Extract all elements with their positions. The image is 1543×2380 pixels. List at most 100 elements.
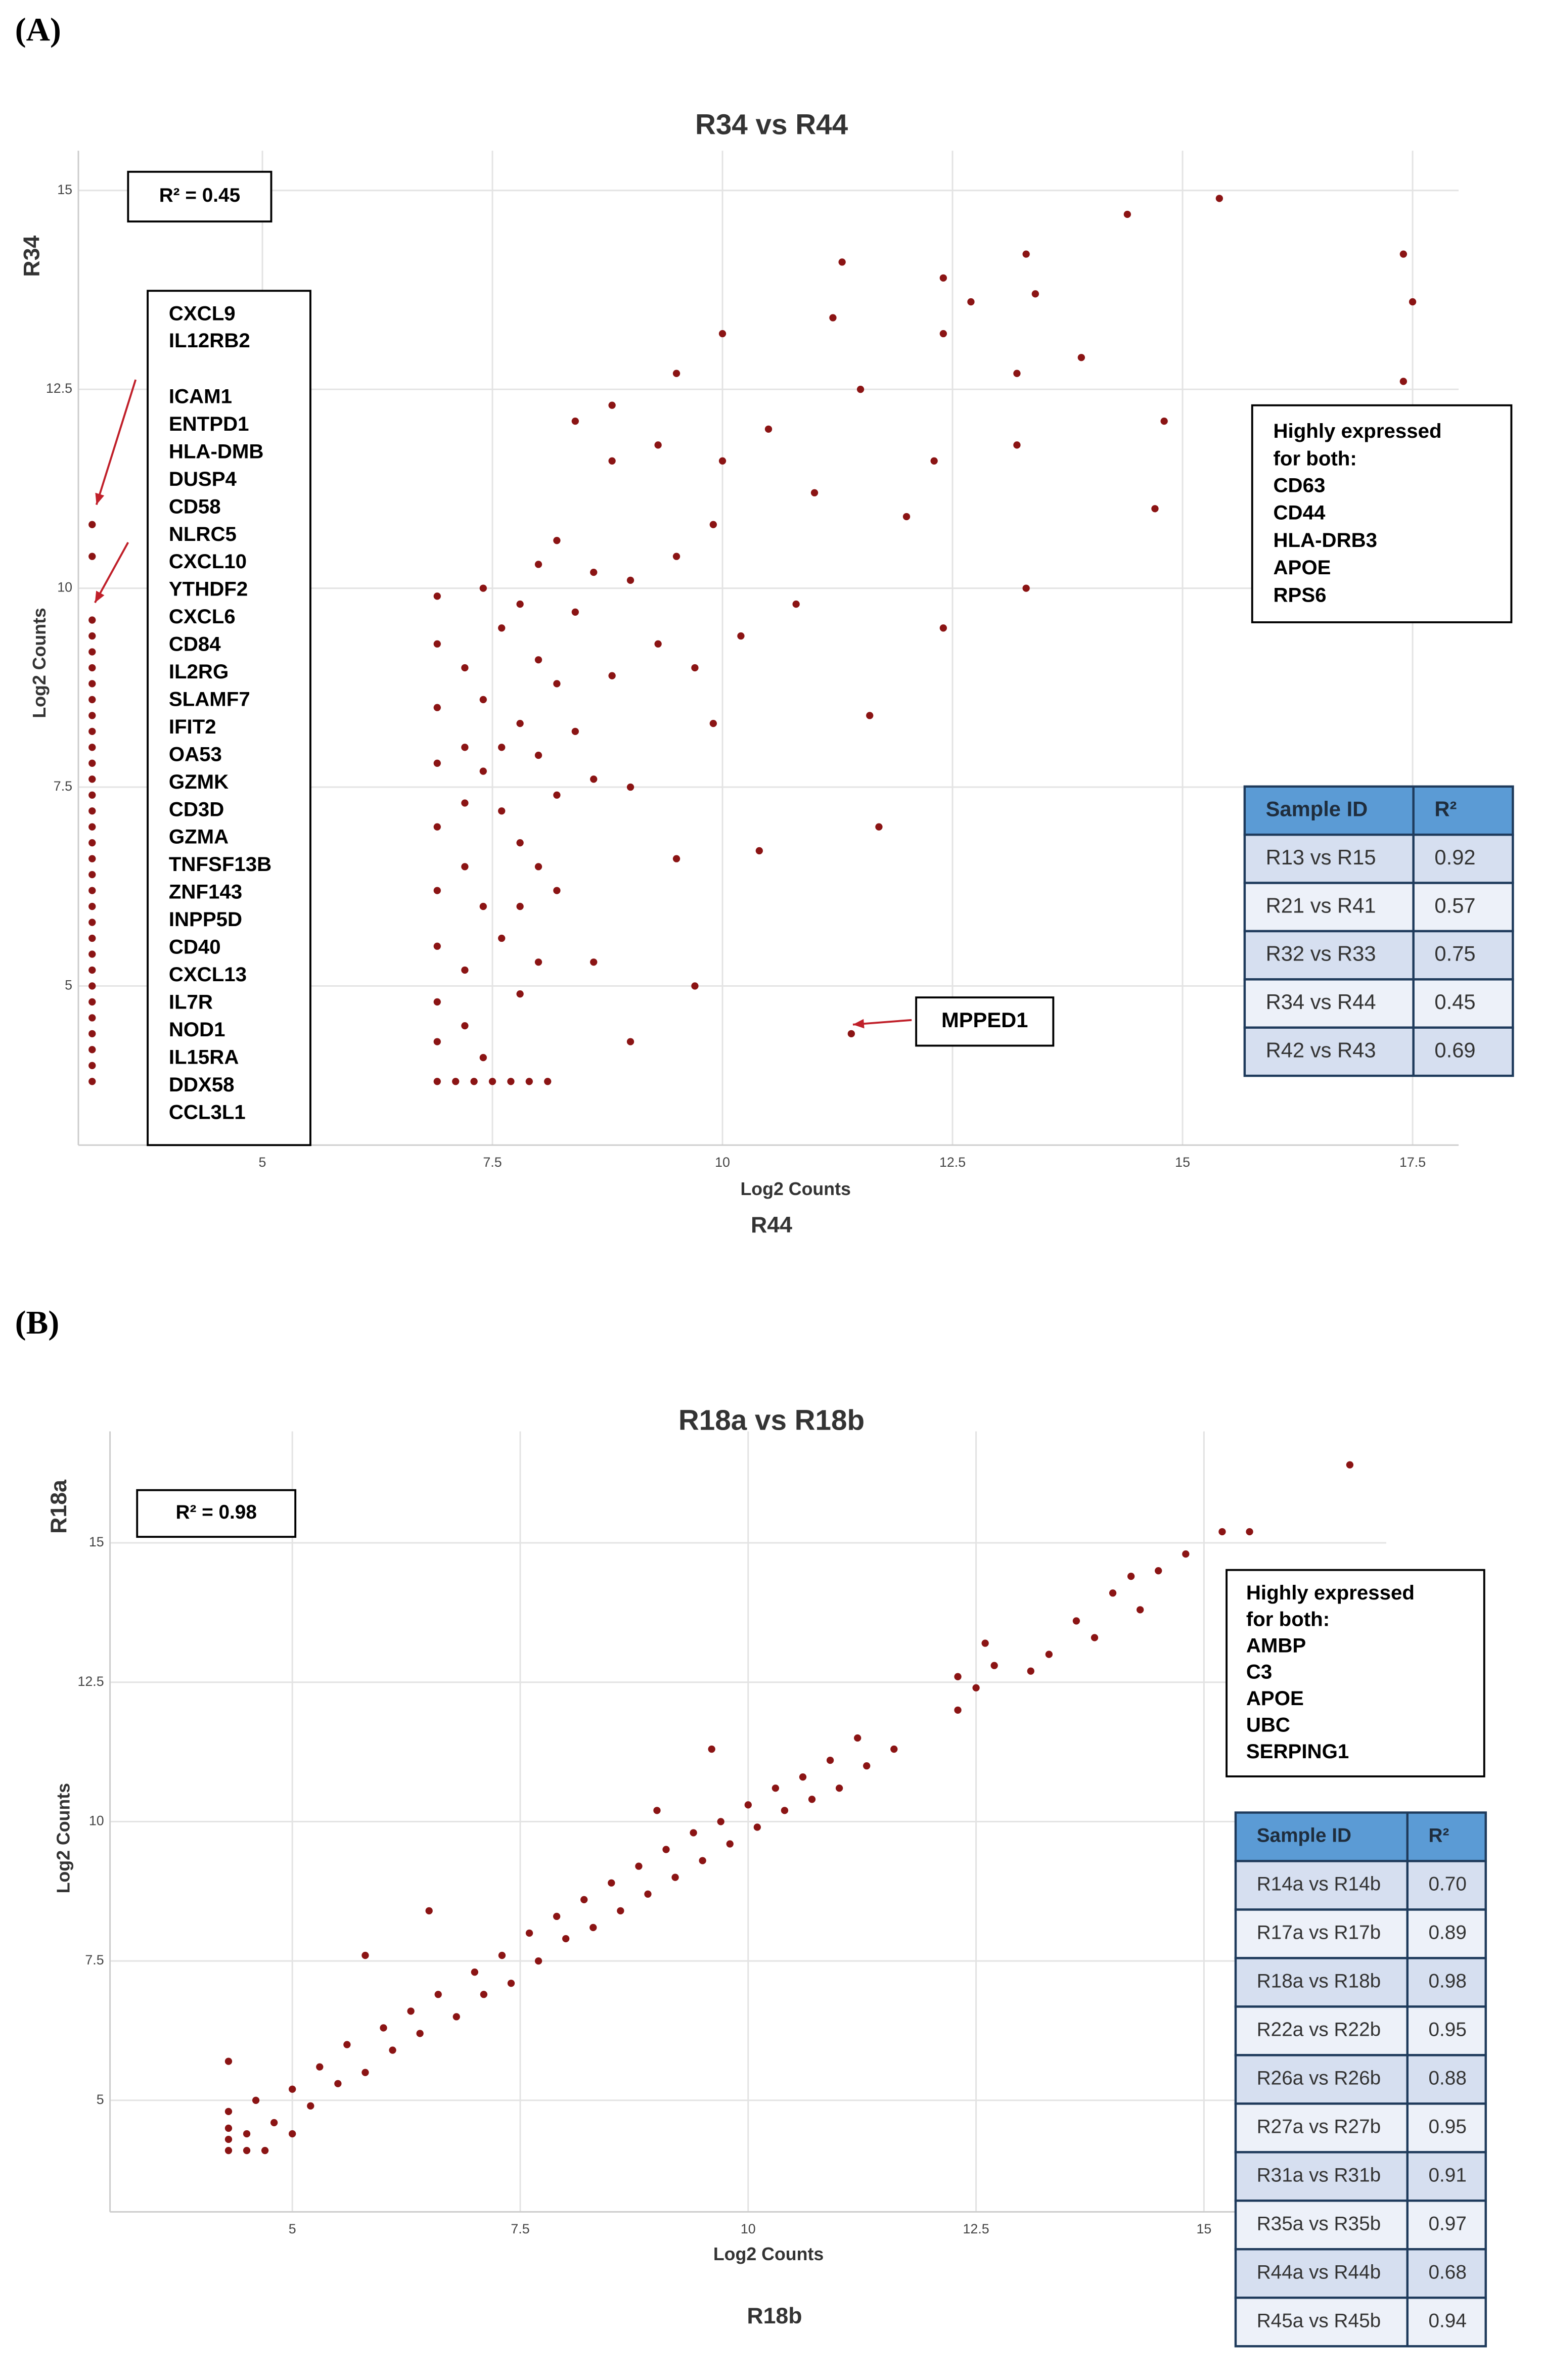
y-tick-label: 15 (57, 182, 72, 197)
point (1155, 1567, 1162, 1575)
point (810, 489, 819, 496)
table-header-cell: R² (1428, 1825, 1449, 1847)
table-cell: 0.70 (1428, 1873, 1466, 1895)
point (718, 330, 727, 338)
x-tick-label: 17.5 (1399, 1155, 1426, 1170)
point (792, 600, 800, 608)
point (88, 871, 96, 879)
gene-name: ZNF143 (169, 881, 242, 903)
point (939, 624, 947, 632)
point (480, 1991, 488, 1998)
panel-label: (B) (15, 1305, 59, 1341)
table-cell: 0.91 (1428, 2165, 1466, 2186)
gene-name: IL7R (169, 990, 213, 1013)
r2-box (136, 1489, 297, 1538)
gene-name: CXCL6 (169, 605, 236, 628)
point (808, 1796, 816, 1803)
x-tick-label: 10 (741, 2221, 756, 2236)
point (498, 807, 506, 815)
point (88, 823, 96, 831)
highlight-gene: C3 (1246, 1661, 1272, 1683)
x-axis-title: R44 (751, 1213, 792, 1238)
table-cell: R34 vs R44 (1266, 990, 1376, 1014)
point (88, 775, 96, 783)
point (525, 1929, 533, 1937)
point (507, 1078, 515, 1085)
point (672, 553, 680, 560)
highlight-box (1226, 1569, 1485, 1777)
gene-name: HLA-DMB (169, 440, 264, 463)
table-cell: 0.69 (1434, 1038, 1475, 1062)
point (1346, 1461, 1354, 1469)
table-cell: 0.45 (1434, 990, 1475, 1014)
point (544, 1078, 552, 1085)
callout-label: MPPED1 (941, 1008, 1028, 1032)
panel-label: (A) (15, 12, 61, 49)
point (452, 2013, 460, 2021)
point (1137, 1606, 1144, 1614)
table-cell: R27a vs R27b (1257, 2116, 1381, 2138)
point (726, 1840, 734, 1848)
point (361, 2069, 369, 2076)
point (461, 799, 469, 807)
point (571, 727, 579, 736)
point (930, 457, 938, 465)
point (88, 902, 96, 910)
gene-name: ENTPD1 (169, 413, 249, 435)
point (433, 704, 441, 711)
point (243, 2130, 251, 2138)
point (498, 934, 506, 942)
point (954, 1673, 962, 1680)
point (88, 966, 96, 974)
point (590, 775, 598, 783)
point (525, 1078, 533, 1085)
point (516, 600, 524, 608)
point (589, 1924, 597, 1932)
point (1182, 1550, 1190, 1558)
point (534, 561, 542, 568)
point (608, 1879, 615, 1887)
x-tick-label: 5 (289, 2221, 296, 2236)
y-tick-label: 15 (89, 1534, 104, 1549)
highlight-box (1251, 404, 1513, 623)
table-cell: R45a vs R45b (1257, 2310, 1381, 2331)
point (662, 1846, 670, 1853)
point (479, 696, 487, 704)
x-tick-label: 12.5 (939, 1155, 966, 1170)
point (224, 2057, 233, 2065)
point (608, 672, 616, 679)
point (553, 887, 561, 894)
table-cell: 0.89 (1428, 1922, 1466, 1944)
point (826, 1756, 834, 1764)
y-tick-label: 5 (97, 2092, 104, 2107)
r2-label: R² = 0.45 (159, 185, 240, 206)
point (88, 919, 96, 926)
table-cell: R42 vs R43 (1266, 1038, 1376, 1062)
highlight-gene: CD44 (1273, 501, 1325, 524)
gene-name: CD3D (169, 798, 224, 820)
point (433, 823, 441, 831)
point (691, 664, 699, 672)
chart-title: R34 vs R44 (695, 108, 848, 140)
highlight-gene: SERPING1 (1246, 1740, 1349, 1763)
point (672, 370, 680, 377)
highlight-gene: APOE (1246, 1687, 1304, 1710)
gene-name: GZMK (169, 770, 229, 793)
table-header-cell: Sample ID (1266, 797, 1368, 821)
point (608, 401, 616, 409)
point (863, 1762, 871, 1770)
point (708, 1745, 715, 1753)
table-cell: R44a vs R44b (1257, 2261, 1381, 2283)
table-cell: 0.88 (1428, 2068, 1466, 2089)
point (433, 1078, 441, 1085)
point (709, 521, 717, 528)
gene-name: IL12RB2 (169, 329, 250, 352)
point (307, 2102, 314, 2110)
point (389, 2046, 396, 2054)
point (88, 632, 96, 640)
point (88, 807, 96, 815)
table-cell: R31a vs R31b (1257, 2165, 1381, 2186)
table-cell: R26a vs R26b (1257, 2068, 1381, 2089)
table-cell: R35a vs R35b (1257, 2213, 1381, 2235)
point (1045, 1651, 1053, 1658)
